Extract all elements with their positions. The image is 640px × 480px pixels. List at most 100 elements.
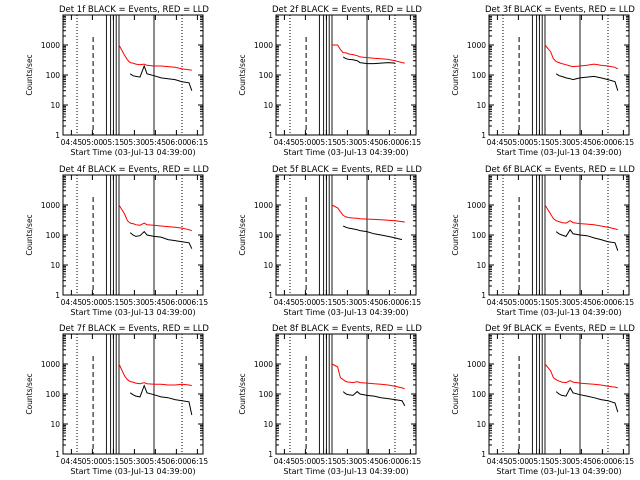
x-tick-label: 06:00 <box>592 457 614 466</box>
x-tick-label: 04:45 <box>274 298 296 307</box>
y-tick-label: 1 <box>55 291 60 300</box>
lld-series-line <box>544 44 619 70</box>
panel-4: Det 4f BLACK = Events, RED = LLD 1 10 100 10… <box>25 165 209 317</box>
x-tick-label: 04:45 <box>61 298 83 307</box>
y-tick-label: 10 <box>50 261 60 270</box>
lld-series-line <box>118 363 192 387</box>
x-tick-label: 06:00 <box>166 457 188 466</box>
y-tick-label: 10 <box>263 261 273 270</box>
events-series-line <box>342 225 403 241</box>
x-tick-label: 06:15 <box>613 138 635 147</box>
x-tick-label: 06:00 <box>379 457 401 466</box>
y-tick-label: 10 <box>263 420 273 429</box>
y-axis-label: Counts/sec <box>25 54 34 95</box>
x-tick-label: 05:30 <box>124 298 146 307</box>
y-tick-label: 10 <box>476 101 486 110</box>
x-tick-label: 06:15 <box>400 457 422 466</box>
x-tick-label: 05:00 <box>295 298 317 307</box>
x-tick-label: 05:30 <box>124 457 146 466</box>
y-axis-label: Counts/sec <box>238 214 247 255</box>
x-tick-label: 06:15 <box>400 298 422 307</box>
y-tick-label: 100 <box>472 390 487 399</box>
y-tick-label: 100 <box>259 231 274 240</box>
y-tick-label: 10 <box>476 261 486 270</box>
x-tick-label: 05:30 <box>550 138 572 147</box>
x-tick-label: 05:45 <box>145 457 167 466</box>
x-axis-label: Start Time (03-Jul-13 04:39:00) <box>496 467 621 476</box>
x-tick-label: 05:30 <box>337 457 359 466</box>
x-tick-label: 05:00 <box>82 457 104 466</box>
x-tick-label: 05:15 <box>103 138 125 147</box>
panel-9: Det 9f BLACK = Events, RED = LLD 1 10 100 10… <box>451 324 635 476</box>
x-axis-label: Start Time (03-Jul-13 04:39:00) <box>496 148 621 157</box>
events-series-line <box>129 384 193 416</box>
panel-title: Det 9f BLACK = Events, RED = LLD <box>485 324 635 334</box>
panel-title: Det 5f BLACK = Events, RED = LLD <box>272 165 422 175</box>
y-tick-label: 1000 <box>254 360 273 369</box>
x-tick-label: 06:15 <box>400 138 422 147</box>
y-tick-label: 10 <box>476 420 486 429</box>
y-tick-label: 1000 <box>41 41 60 50</box>
panel-title: Det 7f BLACK = Events, RED = LLD <box>59 324 209 334</box>
y-axis-label: Counts/sec <box>25 214 34 255</box>
lld-series-line <box>544 204 618 231</box>
y-tick-label: 1 <box>55 450 60 459</box>
lld-series-line <box>331 363 405 390</box>
x-tick-label: 05:00 <box>508 457 530 466</box>
x-tick-label: 06:15 <box>187 138 209 147</box>
x-tick-label: 06:15 <box>187 457 209 466</box>
x-axis-label: Start Time (03-Jul-13 04:39:00) <box>496 308 621 317</box>
events-series-line <box>555 386 619 413</box>
panel-title: Det 1f BLACK = Events, RED = LLD <box>59 5 209 15</box>
x-axis-label: Start Time (03-Jul-13 04:39:00) <box>70 467 195 476</box>
events-series-line <box>555 228 619 251</box>
y-tick-label: 100 <box>46 71 61 80</box>
events-series-line <box>555 73 619 91</box>
y-tick-label: 100 <box>259 71 274 80</box>
y-tick-label: 1 <box>481 291 486 300</box>
y-tick-label: 1 <box>481 450 486 459</box>
x-tick-label: 05:45 <box>571 298 593 307</box>
events-series-line <box>129 230 193 249</box>
x-tick-label: 05:30 <box>337 298 359 307</box>
x-tick-label: 05:00 <box>295 138 317 147</box>
y-tick-label: 1 <box>481 131 486 140</box>
x-axis-label: Start Time (03-Jul-13 04:39:00) <box>283 148 408 157</box>
y-tick-label: 1000 <box>254 41 273 50</box>
x-tick-label: 06:00 <box>592 138 614 147</box>
x-tick-label: 05:45 <box>358 138 380 147</box>
panel-2: Det 2f BLACK = Events, RED = LLD 1 10 100 10… <box>238 5 422 157</box>
x-tick-label: 05:45 <box>358 457 380 466</box>
lld-series-line <box>332 44 405 64</box>
x-tick-label: 05:45 <box>358 298 380 307</box>
x-tick-label: 05:30 <box>550 457 572 466</box>
x-axis-label: Start Time (03-Jul-13 04:39:00) <box>70 308 195 317</box>
y-axis-label: Counts/sec <box>451 54 460 95</box>
y-tick-label: 1000 <box>467 41 486 50</box>
panel-8: Det 8f BLACK = Events, RED = LLD 1 10 100 10… <box>238 324 422 476</box>
x-tick-label: 06:00 <box>379 138 401 147</box>
x-tick-label: 06:15 <box>187 298 209 307</box>
y-tick-label: 1000 <box>467 201 486 210</box>
x-tick-label: 05:15 <box>529 138 551 147</box>
lld-series-line <box>331 204 405 223</box>
lld-series-line <box>544 363 618 389</box>
panel-title: Det 4f BLACK = Events, RED = LLD <box>59 165 209 175</box>
x-tick-label: 06:15 <box>613 457 635 466</box>
y-tick-label: 1 <box>55 131 60 140</box>
x-tick-label: 04:45 <box>61 457 83 466</box>
y-tick-label: 1000 <box>254 201 273 210</box>
x-tick-label: 05:15 <box>316 457 338 466</box>
x-tick-label: 05:00 <box>508 298 530 307</box>
x-tick-label: 06:00 <box>166 298 188 307</box>
panel-6: Det 6f BLACK = Events, RED = LLD 1 10 100 10… <box>451 165 635 317</box>
x-tick-label: 06:15 <box>613 298 635 307</box>
y-tick-label: 100 <box>472 71 487 80</box>
y-axis-label: Counts/sec <box>451 214 460 255</box>
x-tick-label: 06:00 <box>592 298 614 307</box>
x-tick-label: 05:45 <box>571 138 593 147</box>
panel-3: Det 3f BLACK = Events, RED = LLD 1 10 100 10… <box>451 5 635 157</box>
events-series-line <box>342 56 396 65</box>
x-tick-label: 05:45 <box>571 457 593 466</box>
